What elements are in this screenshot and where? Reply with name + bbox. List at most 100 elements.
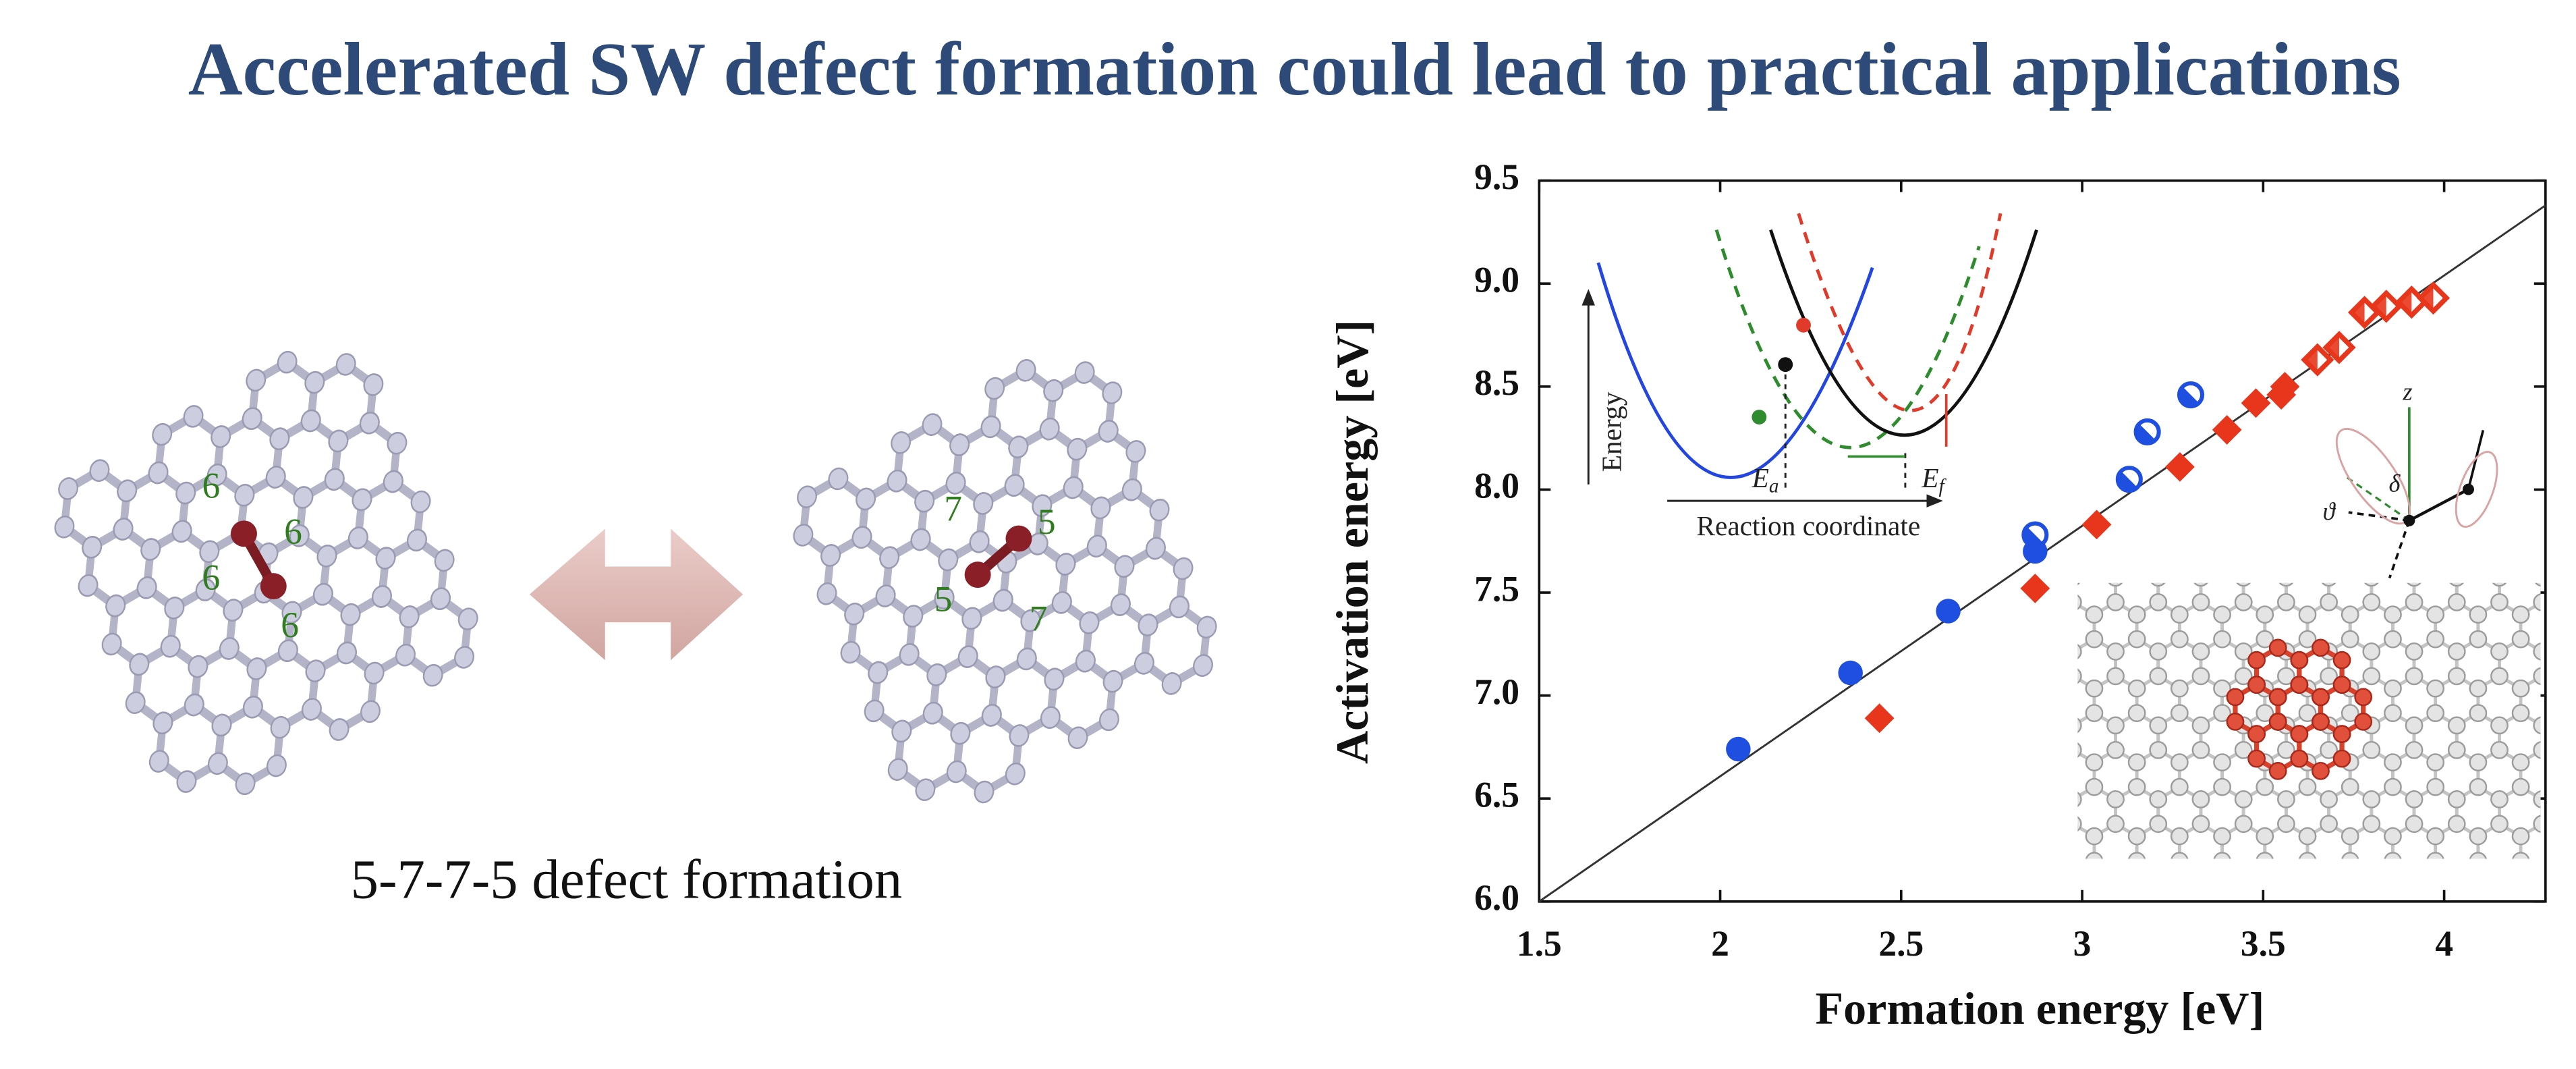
atom: [2511, 704, 2530, 722]
atom: [2290, 725, 2309, 744]
data-marks: [1538, 204, 2546, 903]
atom: [2127, 777, 2146, 796]
atom: [2170, 605, 2189, 624]
atom: [793, 524, 814, 547]
atom: [2312, 713, 2330, 731]
atom: [2320, 667, 2338, 686]
curve: [1596, 262, 1874, 479]
atom: [2256, 852, 2274, 859]
atom: [364, 661, 385, 685]
bond: [2408, 488, 2469, 522]
atom: [2077, 593, 2082, 611]
atom: [324, 468, 345, 491]
atom: [840, 640, 861, 664]
atom: [2511, 827, 2530, 846]
atom: [113, 518, 134, 541]
atom: [2426, 605, 2445, 624]
atom: [231, 520, 257, 547]
atom: [2191, 815, 2210, 833]
atom: [816, 582, 837, 605]
atom: [887, 469, 907, 493]
atom: [1090, 496, 1111, 520]
atom: [211, 425, 231, 448]
atom: [2191, 740, 2210, 759]
atom: [1074, 361, 1095, 384]
atom: [899, 643, 920, 666]
atom: [260, 573, 287, 600]
atom: [1005, 525, 1032, 552]
atom: [964, 561, 991, 588]
point: [2081, 510, 2112, 540]
atom: [211, 713, 232, 737]
atom: [266, 754, 287, 777]
atom: [2226, 713, 2245, 731]
atom: [2405, 790, 2424, 808]
point: [2020, 574, 2050, 603]
atom: [140, 538, 161, 561]
atom: [2533, 667, 2541, 686]
atom: [176, 770, 197, 793]
x-tick-label: 2: [1711, 923, 1729, 964]
marker-fill: [2135, 423, 2156, 443]
atom: [2362, 642, 2381, 661]
point: [2133, 418, 2161, 446]
atom: [2170, 827, 2189, 846]
atom: [387, 431, 408, 455]
atom: [2077, 716, 2082, 735]
energy-axis-label: Energy: [1596, 391, 1627, 472]
defect-molecule: [793, 359, 1217, 804]
atom: [2469, 605, 2488, 624]
caption: 5-7-7-5 defect formation: [351, 848, 903, 910]
atom: [2320, 815, 2338, 833]
atom: [340, 603, 361, 626]
atom: [915, 778, 936, 802]
atom: [1055, 553, 1076, 576]
y-tick-label: 9.0: [1474, 260, 1519, 300]
atom: [2213, 777, 2231, 796]
atom: [2127, 605, 2146, 624]
atom: [152, 711, 173, 735]
atom: [82, 536, 103, 559]
atom: [2341, 777, 2359, 796]
atom: [1039, 417, 1060, 441]
atom: [2278, 865, 2294, 881]
atom: [1016, 647, 1037, 671]
atom: [2290, 651, 2309, 669]
atom: [2106, 740, 2125, 759]
atom: [329, 718, 349, 741]
atom: [2298, 704, 2317, 722]
atom: [2533, 716, 2541, 735]
atom: [375, 547, 396, 570]
atom: [2226, 688, 2245, 707]
atom: [2213, 605, 2231, 624]
atom: [2384, 753, 2402, 771]
atom: [1138, 613, 1158, 636]
atom: [2085, 605, 2104, 624]
atom: [2533, 790, 2541, 808]
atom: [2277, 815, 2295, 833]
atom: [2149, 642, 2168, 661]
atom: [1020, 609, 1041, 632]
atom: [2447, 593, 2466, 611]
ring-label: 6: [202, 465, 220, 505]
atom: [316, 545, 337, 568]
atom: [2405, 642, 2424, 661]
angle-label: δ: [2388, 470, 2401, 497]
curve: [1769, 229, 2038, 437]
atom: [851, 526, 872, 549]
atom: [2107, 865, 2123, 881]
angle-label: ϑ: [2323, 497, 2336, 525]
atom: [2405, 667, 2424, 686]
atom: [2085, 704, 2104, 722]
atom: [2469, 679, 2488, 698]
atom: [2405, 593, 2424, 611]
atom: [2533, 593, 2541, 611]
atom: [2170, 630, 2189, 649]
atom: [2191, 716, 2210, 735]
atom: [2341, 630, 2359, 649]
atom: [2077, 815, 2082, 833]
atom: [1169, 595, 1189, 619]
atom: [1040, 706, 1061, 729]
atom: [219, 637, 240, 660]
subscript: f: [1938, 475, 1947, 497]
